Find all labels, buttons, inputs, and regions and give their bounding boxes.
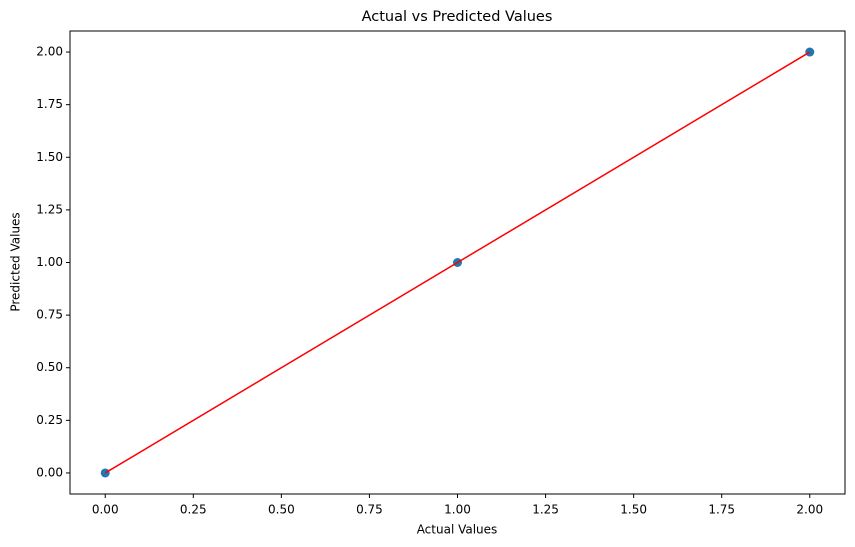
x-tick-label: 1.75 xyxy=(708,503,735,517)
x-tick-label: 1.00 xyxy=(444,503,471,517)
chart-title: Actual vs Predicted Values xyxy=(362,9,553,25)
y-tick-label: 0.25 xyxy=(36,413,63,427)
y-tick-label: 1.00 xyxy=(36,255,63,269)
x-tick-label: 0.00 xyxy=(92,503,119,517)
y-axis-label: Predicted Values xyxy=(9,212,23,311)
y-tick-label: 1.50 xyxy=(36,150,63,164)
x-tick-label: 1.50 xyxy=(620,503,647,517)
y-tick-label: 1.75 xyxy=(36,97,63,111)
x-tick-label: 0.50 xyxy=(268,503,295,517)
x-tick-label: 1.25 xyxy=(532,503,559,517)
y-tick-label: 0.75 xyxy=(36,308,63,322)
y-tick-label: 2.00 xyxy=(36,45,63,59)
y-tick-label: 1.25 xyxy=(36,202,63,216)
x-tick-label: 0.25 xyxy=(180,503,207,517)
x-tick-label: 0.75 xyxy=(356,503,383,517)
line xyxy=(104,51,811,474)
y-tick-label: 0.00 xyxy=(36,465,63,479)
x-tick-label: 2.00 xyxy=(796,503,823,517)
x-axis-label: Actual Values xyxy=(417,523,498,537)
y-tick-label: 0.50 xyxy=(36,360,63,374)
